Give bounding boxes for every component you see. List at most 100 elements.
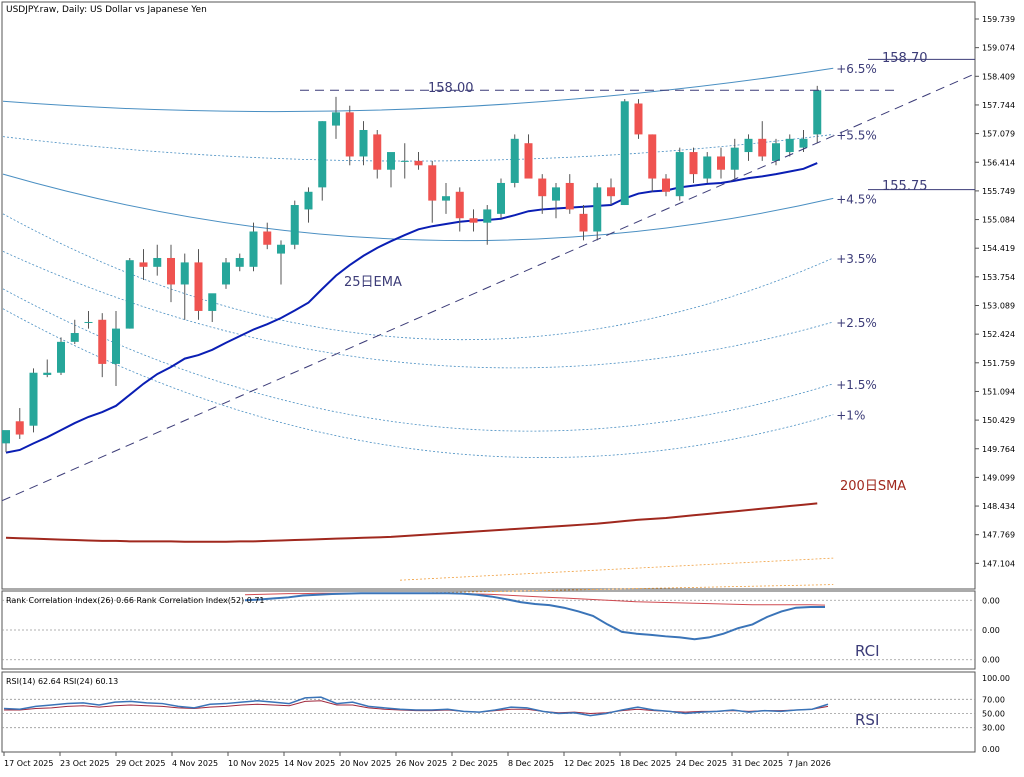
y-tick-label: 151.759 <box>982 359 1015 368</box>
candle-body <box>552 187 560 201</box>
candle-body <box>180 262 189 285</box>
band-label: +4.5% <box>836 192 877 206</box>
band-line <box>2 67 834 113</box>
candle-body <box>442 196 450 201</box>
candle-body <box>332 112 340 126</box>
band-line <box>2 213 834 341</box>
candle-body <box>57 341 65 373</box>
candle-body <box>304 191 313 210</box>
lower-band-line <box>399 557 834 581</box>
candle-body <box>98 319 107 364</box>
candle-body <box>290 205 299 245</box>
symbol-header: USDJPY.raw, Daily: US Dollar vs Japanese… <box>6 5 207 15</box>
y-tick-label: 154.419 <box>982 244 1015 253</box>
band-line <box>2 173 834 242</box>
rsi-tick-label: 100.00 <box>982 674 1010 683</box>
candle-body <box>84 321 93 323</box>
rsi-tick-label: 30.00 <box>982 724 1005 733</box>
rci-tick-label: 0.00 <box>982 656 1000 665</box>
candle-body <box>414 160 423 166</box>
candle-body <box>730 147 739 170</box>
main-panel-frame <box>1 1 976 590</box>
rsi-tick-label: 50.00 <box>982 710 1005 719</box>
x-tick-label: 17 Oct 2025 <box>4 759 53 768</box>
x-tick-label: 20 Nov 2025 <box>340 759 391 768</box>
lower-band-line <box>399 584 834 594</box>
candle-body <box>620 101 629 206</box>
candle-body <box>428 165 437 201</box>
rci-label: RCI <box>855 642 880 660</box>
rci-tick-label: 0.00 <box>982 626 1000 635</box>
x-tick-label: 18 Dec 2025 <box>620 759 671 768</box>
x-tick-label: 26 Nov 2025 <box>396 759 447 768</box>
y-tick-label: 153.754 <box>982 273 1015 282</box>
candle-body <box>758 138 767 157</box>
y-tick-label: 159.739 <box>982 15 1015 24</box>
candle-body <box>510 138 519 183</box>
candle-body <box>387 152 395 170</box>
lower-level-label: 155.75 <box>882 179 928 194</box>
y-tick-label: 147.104 <box>982 559 1015 568</box>
band-line <box>2 288 834 432</box>
candle-body <box>565 182 574 210</box>
y-axis: 159.739 159.074 158.409 157.744 157.079 156.4… <box>975 15 1015 568</box>
band-label: +6.5% <box>836 62 877 76</box>
candle-body <box>593 187 602 232</box>
y-tick-label: 151.094 <box>982 387 1015 396</box>
candle-body <box>469 218 478 223</box>
candle-body <box>579 213 588 232</box>
candle-body <box>318 121 327 188</box>
rci-tick-label: 0.00 <box>982 596 1000 605</box>
candle-body <box>799 138 808 148</box>
candle-body <box>222 262 230 285</box>
candle-body <box>208 293 217 311</box>
x-tick-label: 24 Dec 2025 <box>676 759 727 768</box>
annotations-layer <box>1 58 976 502</box>
bands-layer: +6.5% +5.5% +4.5% +3.5% +2.5% +1.5% +1% <box>2 62 877 594</box>
candle-body <box>29 372 38 426</box>
candle-body <box>249 231 258 267</box>
candle-body <box>455 191 464 219</box>
candle-body <box>717 156 725 170</box>
candle-body <box>772 143 780 161</box>
ema-label: 25日EMA <box>344 275 402 290</box>
band-label: +5.5% <box>836 128 877 142</box>
candle-body <box>689 152 698 175</box>
candle-body <box>194 262 203 311</box>
candle-body <box>483 209 492 223</box>
band-label: +1% <box>836 409 865 423</box>
upper-level-label: 158.70 <box>882 51 928 66</box>
y-tick-label: 155.084 <box>982 216 1015 225</box>
x-tick-label: 4 Nov 2025 <box>172 759 218 768</box>
candle-body <box>139 262 148 267</box>
candle-body <box>400 160 409 162</box>
candle-body <box>125 260 134 329</box>
y-tick-label: 156.414 <box>982 158 1015 167</box>
band-label: +1.5% <box>836 378 877 392</box>
x-tick-label: 23 Oct 2025 <box>60 759 109 768</box>
sma-line <box>5 502 818 543</box>
y-tick-label: 157.079 <box>982 130 1015 139</box>
x-tick-label: 10 Nov 2025 <box>228 759 279 768</box>
band-line <box>2 251 834 369</box>
candle-body <box>607 187 615 197</box>
candle-body <box>167 257 175 285</box>
rci-panel-frame <box>1 590 976 670</box>
x-tick-label: 31 Dec 2025 <box>732 759 783 768</box>
candle-body <box>785 138 794 153</box>
y-tick-label: 149.764 <box>982 445 1015 454</box>
candle-body <box>43 372 52 375</box>
y-tick-label: 158.409 <box>982 72 1015 81</box>
candles-layer <box>2 85 822 453</box>
y-tick-label: 148.434 <box>982 502 1015 511</box>
candle-body <box>524 143 533 179</box>
rsi-label: RSI <box>855 711 879 729</box>
y-tick-label: 149.099 <box>982 473 1015 482</box>
candle-body <box>634 103 643 135</box>
y-tick-label: 159.074 <box>982 44 1015 53</box>
y-tick-label: 153.089 <box>982 302 1015 311</box>
candle-body <box>359 129 368 157</box>
candle-body <box>662 178 670 192</box>
